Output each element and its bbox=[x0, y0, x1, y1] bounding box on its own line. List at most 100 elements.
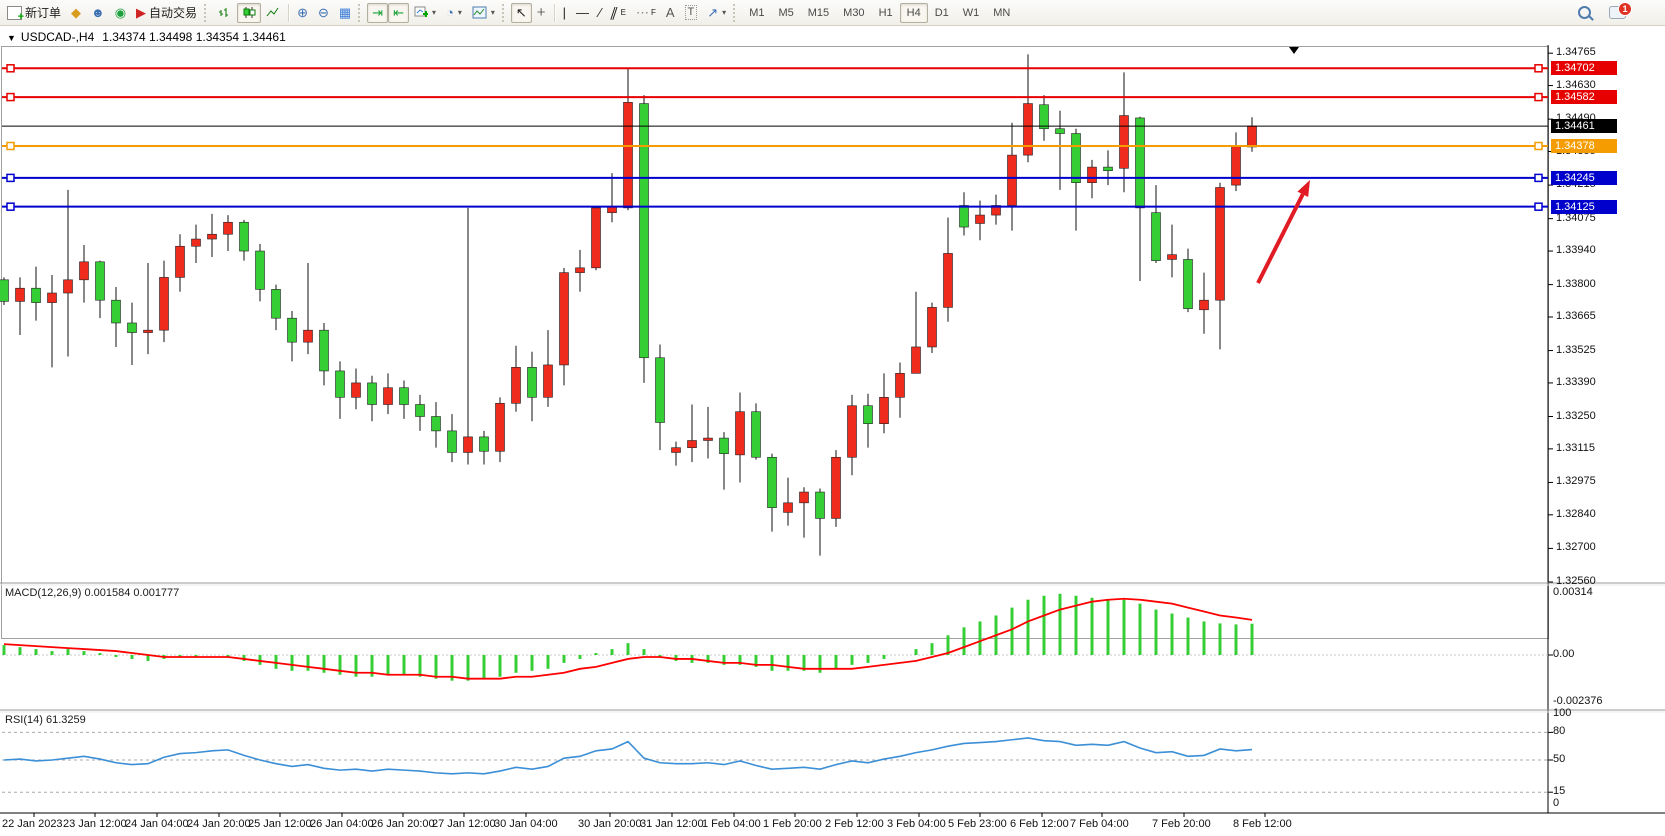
chart-shift-button[interactable]: ⇤ bbox=[388, 2, 409, 23]
templates-icon bbox=[472, 6, 487, 19]
candle-body bbox=[1055, 128, 1065, 134]
crosshair-button[interactable]: + bbox=[532, 3, 551, 23]
toolbar-separator bbox=[288, 3, 290, 22]
indicators-button[interactable]: ▾ bbox=[409, 3, 441, 23]
candle-body bbox=[991, 205, 1001, 216]
annotation-arrow-head[interactable] bbox=[1297, 180, 1310, 197]
equidistant-channel-button[interactable]: ∥ E bbox=[606, 3, 631, 23]
candle-body bbox=[447, 430, 457, 453]
zoom-out-button[interactable]: ⊖ bbox=[313, 3, 334, 23]
candle-body bbox=[975, 214, 985, 224]
line-handle[interactable] bbox=[1534, 141, 1543, 151]
candle-body bbox=[559, 272, 569, 366]
search-button[interactable] bbox=[1573, 3, 1596, 23]
chart-shift-marker-icon[interactable] bbox=[1289, 47, 1299, 54]
search-icon bbox=[1578, 6, 1591, 19]
timeframe-toolbar: M1 M5 M15 M30 H1 H4 D1 W1 MN bbox=[742, 2, 1017, 23]
candle-body bbox=[143, 329, 153, 333]
trendline-icon: ∕ bbox=[598, 5, 602, 20]
timeframe-button-m15[interactable]: M15 bbox=[801, 3, 836, 23]
candle-body bbox=[1183, 259, 1193, 309]
horizontal-line-button[interactable]: — bbox=[571, 3, 594, 23]
candle-body bbox=[15, 287, 25, 302]
profile-button[interactable]: ☻ bbox=[86, 3, 110, 23]
rsi-line bbox=[3, 737, 1253, 775]
candlestick-chart-button[interactable] bbox=[237, 2, 262, 23]
candlestick-chart-icon bbox=[243, 7, 256, 18]
tile-windows-button[interactable]: ▦ bbox=[334, 3, 356, 23]
candle-body bbox=[863, 405, 873, 424]
dropdown-arrow-icon: ▾ bbox=[431, 8, 436, 17]
line-handle[interactable] bbox=[6, 92, 15, 102]
timeframe-button-h4[interactable]: H4 bbox=[899, 2, 928, 23]
fibo-f-label: F bbox=[650, 8, 656, 17]
notifications-button[interactable]: 1 bbox=[1604, 2, 1632, 23]
candle-body bbox=[383, 387, 393, 405]
line-handle[interactable] bbox=[1534, 202, 1543, 211]
candle-body bbox=[831, 456, 841, 519]
candle-body bbox=[879, 397, 889, 424]
auto-trading-button[interactable]: ▶ 自动交易 bbox=[131, 3, 202, 23]
candle-body bbox=[63, 279, 73, 294]
candle-body bbox=[895, 373, 905, 398]
trendline-button[interactable]: ∕ bbox=[594, 3, 606, 23]
toolbar-separator bbox=[553, 3, 555, 22]
chart-window[interactable]: ▼ USDCAD-,H4 1.34374 1.34498 1.34354 1.344… bbox=[0, 26, 1665, 836]
dropdown-arrow-icon: ▾ bbox=[457, 8, 462, 17]
text-label-button[interactable]: T bbox=[680, 3, 703, 23]
candle-body bbox=[943, 253, 953, 308]
fibonacci-button[interactable]: ⋯ F bbox=[631, 3, 661, 23]
timeframe-button-d1[interactable]: D1 bbox=[928, 3, 956, 23]
main-pane-border bbox=[1, 46, 1549, 639]
bars-chart-button[interactable] bbox=[213, 3, 237, 23]
zoom-in-button[interactable]: ⊕ bbox=[292, 3, 313, 23]
notification-badge: 1 bbox=[1618, 2, 1632, 16]
line-handle[interactable] bbox=[1534, 92, 1543, 102]
timeframe-button-m1[interactable]: M1 bbox=[742, 3, 771, 23]
candle-body bbox=[191, 238, 201, 247]
timeframe-button-mn[interactable]: MN bbox=[986, 3, 1017, 23]
line-handle[interactable] bbox=[1534, 64, 1543, 73]
candle-body bbox=[0, 279, 9, 302]
periods-button[interactable]: ◔ ▾ bbox=[441, 3, 467, 23]
timeframe-button-m5[interactable]: M5 bbox=[771, 3, 800, 23]
line-handle[interactable] bbox=[1534, 173, 1543, 183]
symbols-button[interactable]: ◆ bbox=[66, 3, 86, 23]
auto-scroll-icon: ⇥ bbox=[372, 5, 384, 20]
templates-button[interactable]: ▾ bbox=[467, 3, 500, 23]
chart-symbol-period: USDCAD-,H4 bbox=[20, 30, 95, 44]
arrows-button[interactable]: ↗ ▾ bbox=[702, 3, 731, 23]
price-axis-tick-label: 1.33115 bbox=[1556, 441, 1595, 454]
timeframe-button-m30[interactable]: M30 bbox=[836, 3, 871, 23]
date-axis-label: 23 Jan 12:00 bbox=[63, 818, 127, 830]
line-chart-button[interactable] bbox=[261, 3, 285, 23]
price-axis-tick-label: 1.32700 bbox=[1556, 541, 1596, 554]
price-level-badge: 1.34245 bbox=[1551, 170, 1617, 185]
price-axis-tick-label: 1.33250 bbox=[1556, 409, 1596, 422]
candle-body bbox=[1151, 212, 1161, 261]
line-handle[interactable] bbox=[6, 141, 15, 151]
candle-body bbox=[319, 329, 329, 372]
chart-collapse-icon[interactable]: ▼ bbox=[7, 33, 16, 43]
new-order-button[interactable]: 新订单 bbox=[2, 3, 66, 23]
candle-body bbox=[111, 299, 121, 324]
signals-button[interactable]: ◉ bbox=[110, 3, 131, 23]
line-handle[interactable] bbox=[6, 64, 15, 73]
candle-body bbox=[623, 102, 633, 209]
timeframe-button-w1[interactable]: W1 bbox=[956, 3, 987, 23]
chart-canvas[interactable] bbox=[0, 26, 1665, 836]
date-axis-label: 1 Feb 04:00 bbox=[702, 818, 761, 830]
cursor-button[interactable]: ↖ bbox=[510, 2, 532, 23]
bars-chart-icon bbox=[219, 8, 229, 17]
vertical-line-button[interactable]: | bbox=[558, 3, 571, 23]
text-button[interactable]: A bbox=[661, 3, 680, 23]
auto-scroll-button[interactable]: ⇥ bbox=[367, 2, 389, 23]
price-level-badge: 1.34461 bbox=[1551, 119, 1617, 134]
rsi-indicator-label: RSI(14) 61.3259 bbox=[5, 714, 86, 726]
line-handle[interactable] bbox=[6, 173, 15, 183]
date-axis-label: 24 Jan 20:00 bbox=[187, 818, 251, 830]
annotation-arrow-shaft[interactable] bbox=[1256, 193, 1305, 284]
timeframe-button-h1[interactable]: H1 bbox=[872, 3, 900, 23]
line-handle[interactable] bbox=[6, 202, 15, 211]
candle-body bbox=[703, 437, 713, 441]
